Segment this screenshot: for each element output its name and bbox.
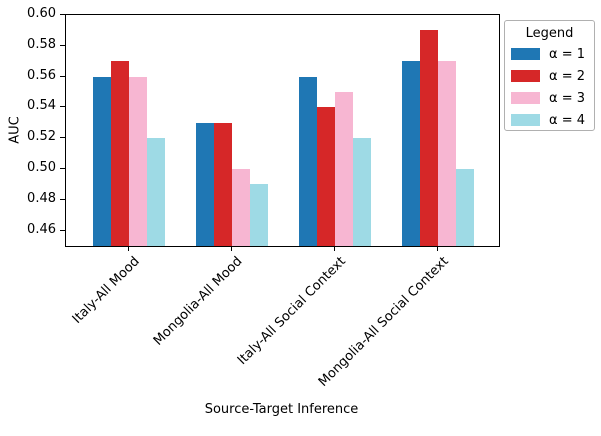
legend-entry-label: α = 4 bbox=[549, 112, 585, 128]
bar bbox=[93, 77, 112, 246]
bar bbox=[129, 77, 148, 246]
y-tick-mark bbox=[60, 14, 65, 15]
y-tick-mark bbox=[60, 199, 65, 200]
bar bbox=[437, 61, 456, 246]
y-tick-label: 0.60 bbox=[27, 6, 56, 21]
y-tick-mark bbox=[60, 168, 65, 169]
legend-entry-label: α = 2 bbox=[549, 68, 585, 84]
bar bbox=[352, 138, 371, 246]
y-tick-label: 0.46 bbox=[27, 222, 56, 237]
bar bbox=[214, 123, 233, 246]
y-tick-mark bbox=[60, 76, 65, 77]
bar bbox=[401, 61, 420, 246]
bar bbox=[196, 123, 215, 246]
x-tick-label: Italy-All Mood bbox=[70, 254, 143, 327]
y-tick-label: 0.56 bbox=[27, 68, 56, 83]
legend-swatch bbox=[511, 92, 540, 104]
bar bbox=[455, 169, 474, 246]
legend-entry: α = 4 bbox=[505, 109, 594, 131]
legend-entries: α = 1 α = 2 α = 3 α = 4 bbox=[505, 43, 594, 131]
legend-entry: α = 2 bbox=[505, 65, 594, 87]
legend-entry-label: α = 3 bbox=[549, 90, 585, 106]
legend-entry-label: α = 1 bbox=[549, 46, 585, 62]
bar bbox=[232, 169, 251, 246]
y-tick-mark bbox=[60, 137, 65, 138]
x-tick-mark bbox=[333, 247, 335, 251]
x-tick-mark bbox=[231, 247, 233, 251]
bar bbox=[419, 30, 438, 246]
bar bbox=[316, 107, 335, 246]
plot-area bbox=[65, 14, 500, 247]
bar bbox=[147, 138, 166, 246]
x-tick-mark bbox=[436, 247, 438, 251]
bar bbox=[111, 61, 130, 246]
legend: Legend α = 1 α = 2 α = 3 α = 4 bbox=[504, 20, 595, 131]
x-axis-label: Source-Target Inference bbox=[204, 402, 359, 417]
y-tick-label: 0.48 bbox=[27, 191, 56, 206]
legend-swatch bbox=[511, 48, 540, 60]
legend-swatch bbox=[511, 70, 540, 82]
y-tick-mark bbox=[60, 106, 65, 107]
y-tick-label: 0.52 bbox=[27, 129, 56, 144]
y-tick-label: 0.54 bbox=[27, 98, 56, 113]
y-tick-mark bbox=[60, 230, 65, 231]
y-tick-label: 0.50 bbox=[27, 160, 56, 175]
x-tick-label: Mongolia-All Mood bbox=[151, 254, 246, 349]
x-tick-mark bbox=[128, 247, 130, 251]
y-tick-label: 0.58 bbox=[27, 37, 56, 52]
legend-entry: α = 3 bbox=[505, 87, 594, 109]
bar bbox=[250, 184, 269, 246]
legend-entry: α = 1 bbox=[505, 43, 594, 65]
legend-swatch bbox=[511, 114, 540, 126]
bar bbox=[298, 77, 317, 246]
legend-title: Legend bbox=[525, 26, 574, 41]
bar bbox=[334, 92, 353, 246]
x-tick-label: Italy-All Social Context bbox=[234, 254, 349, 369]
y-tick-mark bbox=[60, 45, 65, 46]
